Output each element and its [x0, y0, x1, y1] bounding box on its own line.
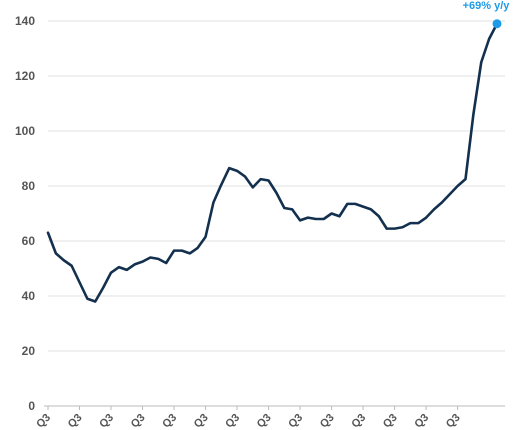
y-tick-label: 140 — [15, 14, 35, 28]
grid-lines — [48, 20, 505, 352]
x-tick-label: Q3 — [97, 412, 116, 430]
x-tick-label: Q3 — [34, 412, 53, 430]
x-tick-label: Q3 — [223, 412, 242, 430]
x-tick-label: Q3 — [192, 412, 211, 430]
y-tick-label: 100 — [15, 124, 35, 138]
y-tick-label: 80 — [22, 179, 36, 193]
x-tick-label: Q3 — [381, 412, 400, 430]
x-tick-label: Q3 — [255, 412, 274, 430]
series-line — [46, 22, 499, 303]
x-tick-label: Q3 — [349, 412, 368, 430]
x-tick-label: Q3 — [318, 412, 337, 430]
growth-annotation: +69% y/y — [463, 0, 511, 12]
x-tick-label: Q3 — [286, 412, 305, 430]
x-tick-label: Q3 — [66, 412, 85, 430]
x-tick-label: Q3 — [444, 412, 463, 430]
y-tick-label: 60 — [22, 234, 36, 248]
y-tick-label: 0 — [28, 399, 35, 413]
x-tick-label: Q3 — [412, 412, 431, 430]
x-tick-label: Q3 — [160, 412, 179, 430]
x-tick-label: Q3 — [129, 412, 148, 430]
y-tick-label: 120 — [15, 69, 35, 83]
annotation-layer: +69% y/y — [463, 0, 511, 12]
y-tick-label: 40 — [22, 289, 36, 303]
series-layer — [46, 19, 502, 303]
y-tick-label: 20 — [22, 344, 36, 358]
latest-point-marker — [492, 19, 502, 29]
